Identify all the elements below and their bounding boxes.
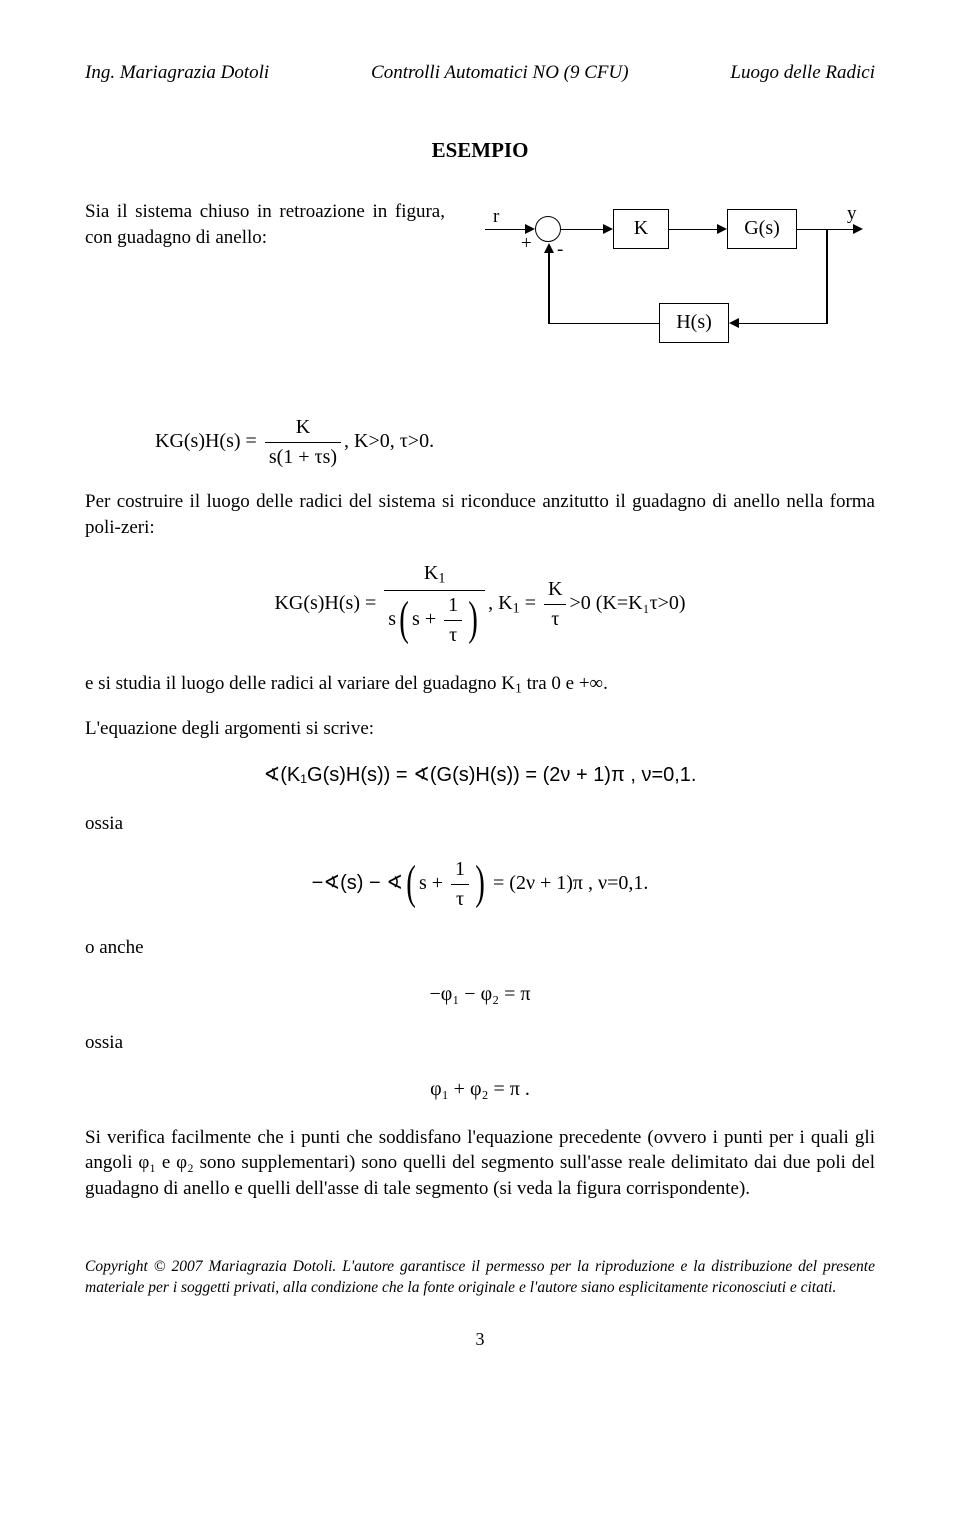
transfer-block-g: G(s) [727,209,797,249]
para-3: e si studia il luogo delle radici al var… [85,671,875,698]
fraction: 1 τ [451,856,469,913]
equation-3: ∢(K₁G(s)H(s)) = ∢(G(s)H(s)) = (2ν + 1)π … [85,762,875,789]
eq2-k1: , K [488,592,512,614]
header-left: Ing. Mariagrazia Dotoli [85,60,269,86]
intro-row: Sia il sistema chiuso in retroazione in … [85,199,875,389]
minus-sign: - [557,237,563,263]
equation-5: −φ₁ − φ₂ = π [85,981,875,1008]
denominator: s(s + 1 τ ) [384,591,485,649]
numerator: K1 [384,560,485,591]
para-2: Per costruire il luogo delle radici del … [85,489,875,540]
wire [797,229,859,231]
eq1-lhs: KG(s)H(s) = [155,430,257,452]
inner-fraction: 1 τ [444,592,462,649]
page-header: Ing. Mariagrazia Dotoli Controlli Automa… [85,60,875,86]
wire [737,323,827,325]
gain-block-k: K [613,209,669,249]
fraction: K1 s(s + 1 τ ) [384,560,485,649]
equation-1: KG(s)H(s) = K s(1 + τs) , K>0, τ>0. [155,414,875,471]
eq1-cond: , K>0, τ>0. [344,430,434,452]
arrow-icon [544,243,554,253]
signal-r: r [493,204,499,230]
numerator: K [265,414,341,443]
header-center: Controlli Automatici NO (9 CFU) [371,60,629,86]
equation-2: KG(s)H(s) = K1 s(s + 1 τ ) , K1 = K τ >0… [85,560,875,649]
wire [548,251,550,324]
fraction: K s(1 + τs) [265,414,341,471]
signal-y: y [847,201,857,227]
eq2-cond: >0 (K=K₁τ>0) [569,592,685,614]
wire [669,229,723,231]
eq2-lhs: KG(s)H(s) = [274,592,376,614]
arrow-icon [729,318,739,328]
denominator: s(1 + τs) [265,443,341,471]
ossia-2: ossia [85,1030,875,1056]
arrow-icon [717,224,727,234]
intro-text: Sia il sistema chiuso in retroazione in … [85,199,445,250]
page-number: 3 [85,1327,875,1351]
wire [826,229,828,324]
arrow-icon [603,224,613,234]
ossia-1: ossia [85,811,875,837]
equation-6: φ₁ + φ₂ = π . [85,1076,875,1103]
transfer-block-h: H(s) [659,303,729,343]
o-anche: o anche [85,935,875,961]
block-diagram: r + - K G(s) y H(s) [475,199,875,389]
para-5: Si verifica facilmente che i punti che s… [85,1125,875,1202]
equation-4: −∢(s) − ∢(s + 1 τ ) = (2ν + 1)π , ν=0,1. [85,856,875,913]
wire [548,323,659,325]
fraction: K τ [544,576,566,633]
wire [561,229,609,231]
section-title: ESEMPIO [85,136,875,164]
header-right: Luogo delle Radici [730,60,875,86]
copyright-footer: Copyright © 2007 Mariagrazia Dotoli. L'a… [85,1257,875,1299]
para-4: L'equazione degli argomenti si scrive: [85,716,875,742]
plus-sign: + [521,231,532,257]
